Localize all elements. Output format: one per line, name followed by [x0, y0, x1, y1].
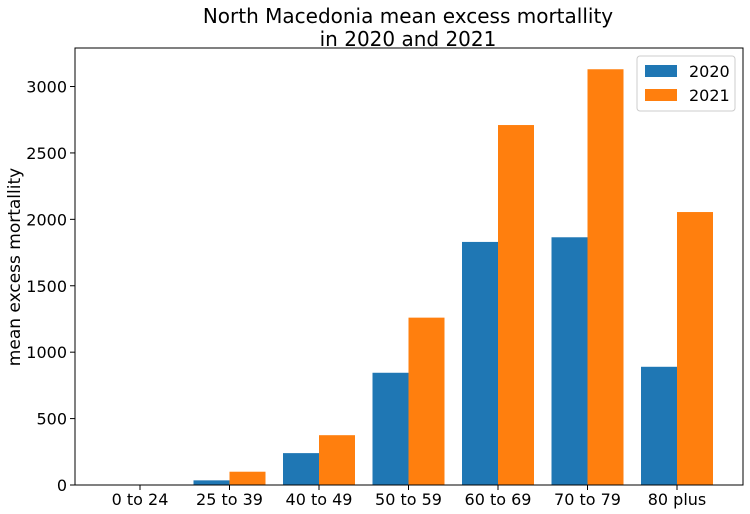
bar-2020-40-to-49	[283, 453, 319, 485]
x-tick-label: 80 plus	[648, 490, 707, 509]
y-tick-label: 500	[36, 410, 67, 429]
bar-2021-50-to-59	[408, 317, 445, 485]
chart-title-line2: in 2020 and 2021	[320, 27, 497, 51]
plot-area: 0 500 1000 1500 2000 2500 3000 0 to 24 25 to 39 4…	[26, 47, 744, 509]
bar-2021-70-to-79	[587, 69, 624, 485]
bar-2021-25-to-39	[229, 471, 266, 485]
x-tick-label: 70 to 79	[554, 490, 621, 509]
y-tick-label: 2500	[26, 144, 67, 163]
x-tick-label: 60 to 69	[465, 490, 532, 509]
bar-2020-50-to-59	[372, 372, 409, 485]
y-tick-label: 3000	[26, 78, 67, 97]
bar-2020-25-to-39	[193, 480, 230, 485]
bar-2020-80-plus	[641, 366, 677, 485]
bar-2021-40-to-49	[319, 435, 355, 485]
bar-2020-60-to-69	[462, 241, 498, 485]
legend-swatch-2021	[645, 89, 677, 101]
x-tick-label: 50 to 59	[375, 490, 442, 509]
legend-label-2020: 2020	[689, 62, 730, 81]
y-tick-label: 1500	[26, 277, 67, 296]
x-tick-label: 40 to 49	[286, 490, 353, 509]
y-axis-label: mean excess mortallity	[5, 168, 25, 366]
legend-swatch-2020	[645, 65, 677, 77]
y-tick-label: 0	[57, 476, 67, 495]
legend: 2020 2021	[636, 55, 736, 112]
x-tick-label: 0 to 24	[112, 490, 169, 509]
x-tick-label: 25 to 39	[196, 490, 263, 509]
chart-title-line1: North Macedonia mean excess mortallity	[203, 4, 613, 28]
bar-2021-80-plus	[677, 212, 713, 486]
legend-label-2021: 2021	[689, 86, 730, 105]
y-tick-label: 1000	[26, 343, 67, 362]
y-tick-label: 2000	[26, 210, 67, 229]
bar-2020-70-to-79	[551, 237, 588, 485]
bar-2021-60-to-69	[498, 125, 534, 485]
